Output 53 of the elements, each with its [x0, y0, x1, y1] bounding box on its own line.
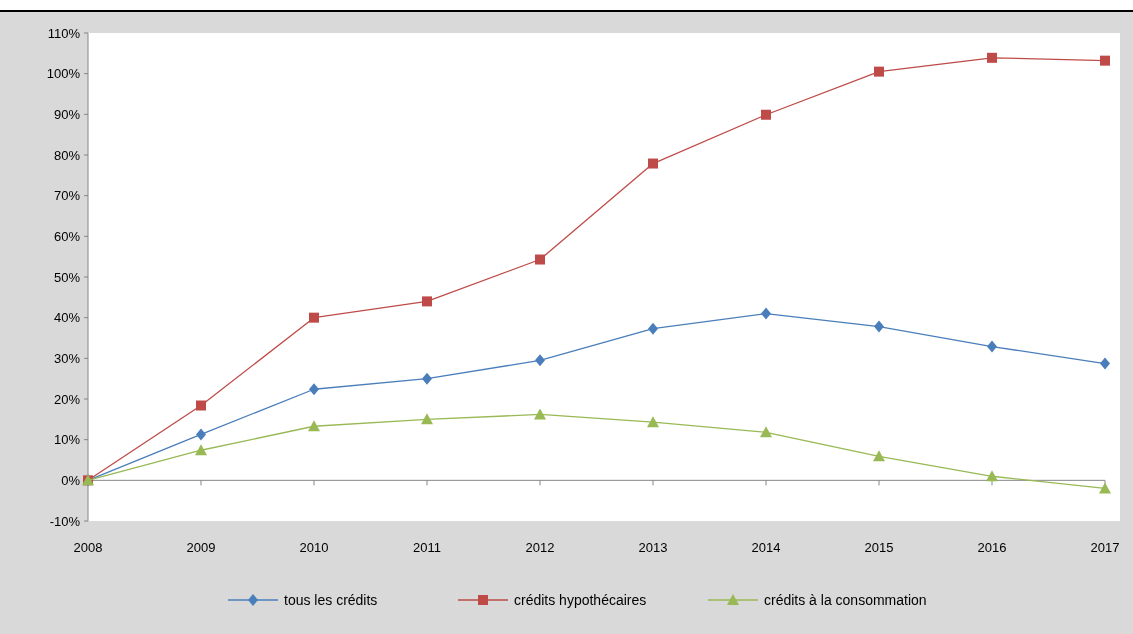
point	[309, 312, 319, 323]
x-tick-label: 2017	[1090, 540, 1120, 555]
y-tick-label: 20%	[53, 391, 81, 407]
point	[761, 307, 771, 320]
point	[1099, 482, 1111, 494]
y-tick-label: 50%	[53, 269, 81, 285]
y-tick-label: 80%	[53, 147, 81, 163]
point	[874, 66, 884, 77]
legend-label: crédits hypothécaires	[514, 591, 647, 608]
y-tick-label: 40%	[53, 310, 81, 326]
x-tick-label: 2012	[525, 540, 555, 555]
point	[986, 470, 998, 482]
x-tick-label: 2016	[977, 540, 1007, 555]
y-tick-label: -10%	[49, 513, 81, 529]
y-tick-label: 60%	[53, 228, 81, 244]
point	[874, 320, 884, 333]
point	[534, 408, 546, 420]
y-tick-label: 90%	[53, 106, 81, 122]
x-tick-label: 2014	[751, 540, 781, 555]
point	[309, 383, 319, 396]
point	[760, 426, 772, 438]
point	[987, 52, 997, 63]
point	[535, 354, 545, 367]
y-tick-label: 10%	[53, 432, 81, 448]
point	[873, 450, 885, 462]
x-tick-label: 2008	[73, 540, 103, 555]
x-tick-label: 2009	[186, 540, 216, 555]
point	[648, 158, 658, 169]
x-tick-label: 2011	[413, 540, 441, 555]
point	[535, 254, 545, 265]
legend-label: crédits à la consommation	[764, 591, 927, 608]
legend-label: tous les crédits	[284, 591, 378, 608]
point	[987, 340, 997, 353]
y-tick-label: 100%	[46, 66, 81, 82]
y-tick-label: 70%	[53, 188, 81, 204]
point	[421, 413, 433, 425]
point	[308, 420, 320, 432]
x-tick-label: 2010	[299, 540, 329, 555]
point	[1100, 55, 1110, 66]
point	[422, 296, 432, 307]
point	[196, 428, 206, 441]
y-tick-label: 30%	[53, 350, 81, 366]
point	[422, 372, 432, 385]
y-tick-label: 110%	[47, 25, 81, 41]
point	[647, 416, 659, 428]
point	[761, 109, 771, 120]
y-tick-label: 0%	[61, 472, 81, 488]
point	[648, 322, 658, 335]
point	[195, 444, 207, 456]
x-tick-label: 2015	[864, 540, 894, 555]
point	[196, 400, 206, 411]
point	[1100, 357, 1110, 370]
x-tick-label: 2013	[638, 540, 668, 555]
